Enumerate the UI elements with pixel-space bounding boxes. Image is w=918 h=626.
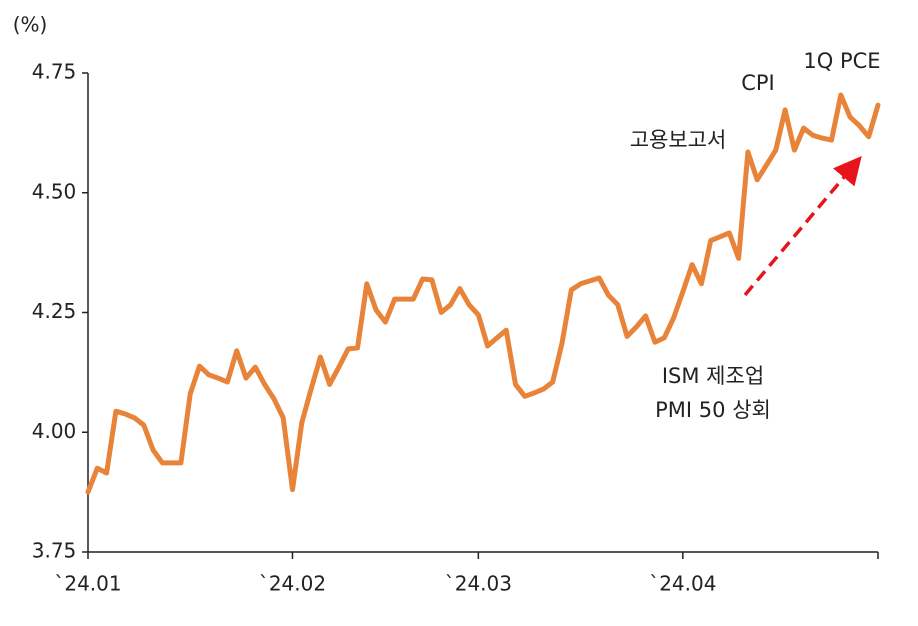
annotation: CPI xyxy=(741,71,775,95)
trend-arrow xyxy=(743,155,862,297)
data-line xyxy=(85,92,881,495)
y-tick-label: 3.75 xyxy=(32,539,77,563)
annotation: 1Q PCE xyxy=(803,49,880,73)
y-tick-label: 4.50 xyxy=(32,179,77,203)
y-tick-label: 4.25 xyxy=(32,299,77,323)
x-tick-label: `24.02 xyxy=(259,572,326,596)
annotation: ISM 제조업 xyxy=(662,364,764,388)
x-tick-label: `24.01 xyxy=(54,572,121,596)
x-tick-label: `24.03 xyxy=(445,572,512,596)
unit-label: (%) xyxy=(13,13,48,37)
y-tick-label: 4.00 xyxy=(32,419,77,443)
annotation: PMI 50 상회 xyxy=(655,398,771,422)
x-tick-label: `24.04 xyxy=(649,572,716,596)
annotation: 고용보고서 xyxy=(630,128,727,152)
y-tick-label: 4.75 xyxy=(32,60,77,84)
